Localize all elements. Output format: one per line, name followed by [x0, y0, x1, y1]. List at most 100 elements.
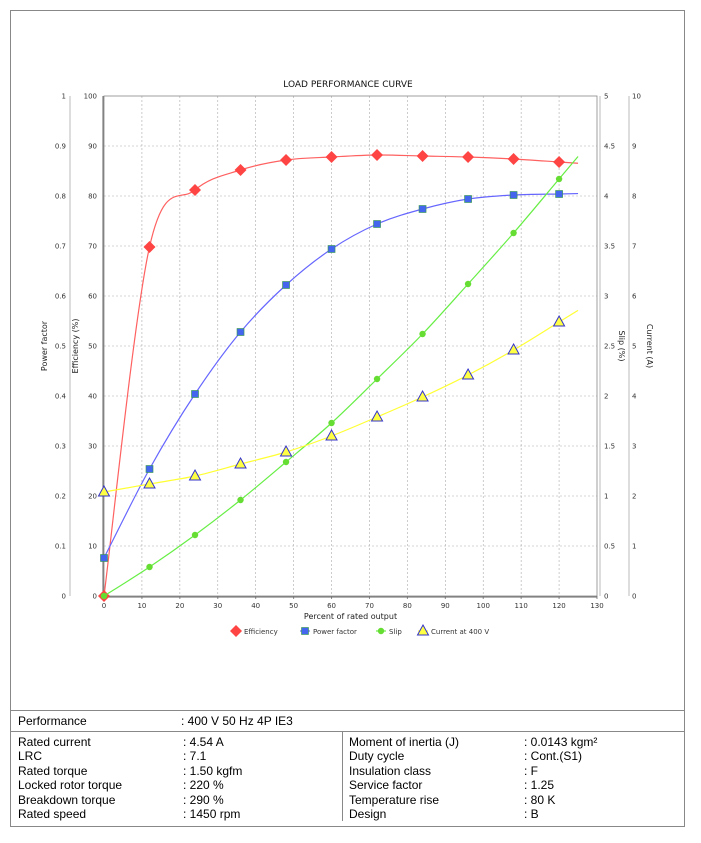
slip-tick-label: 0.5	[604, 543, 615, 551]
current-tick-label: 7	[632, 243, 636, 251]
spec-row: LRC: 7.1	[10, 749, 342, 763]
power-factor-point	[191, 390, 199, 398]
spec-row: Design: B	[349, 807, 681, 821]
spec-label: Breakdown torque	[18, 792, 116, 807]
spec-label: Rated torque	[18, 763, 88, 778]
efficiency-point	[462, 151, 475, 163]
current-tick-label: 5	[632, 343, 636, 351]
slip-point	[191, 531, 199, 539]
spec-label: Duty cycle	[349, 749, 405, 764]
spec-value: : 290 %	[183, 792, 224, 807]
efficiency-point	[553, 156, 566, 168]
efficiency-curve	[103, 154, 579, 597]
chart-title: LOAD PERFORMANCE CURVE	[283, 80, 413, 90]
spec-value: : 220 %	[183, 778, 224, 793]
performance-label: Performance	[18, 714, 87, 728]
x-tick-label: 10	[137, 602, 146, 610]
spec-row: Locked rotor torque : 220 %	[10, 778, 342, 792]
spec-row: Rated torque: 1.50 kgfm	[10, 764, 342, 778]
spec-label: Design	[349, 806, 387, 821]
spec-value: : Cont.(S1)	[524, 749, 583, 764]
power_factor-tick-label: 0.8	[55, 193, 66, 201]
spec-value: : 7.1	[183, 749, 207, 764]
efficiency-tick-label: 20	[88, 493, 97, 501]
spec-row: Service factor: 1.25	[349, 778, 681, 792]
spec-label: Locked rotor torque	[18, 778, 123, 793]
power_factor-tick-label: 0.4	[55, 393, 67, 401]
x-tick-label: 110	[514, 602, 527, 610]
power-factor-point	[100, 554, 108, 562]
x-axis-label: Percent of rated output	[304, 612, 397, 621]
power-factor-point	[555, 190, 563, 198]
spec-row: Insulation class : F	[349, 764, 681, 778]
efficiency-point	[325, 151, 338, 163]
efficiency-point	[189, 184, 202, 196]
slip-point	[100, 592, 108, 600]
slip-tick-label: 0	[604, 593, 608, 601]
power_factor-tick-label: 0.6	[55, 293, 67, 301]
slip-tick-label: 4.5	[604, 143, 615, 151]
legend-marker	[230, 625, 242, 637]
x-tick-label: 30	[213, 602, 222, 610]
x-tick-label: 20	[175, 602, 184, 610]
slip-axis-title: Slip (%)	[617, 331, 626, 362]
spec-row: Duty cycle : Cont.(S1)	[349, 749, 681, 763]
x-tick-label: 100	[477, 602, 490, 610]
spec-value: : 80 K	[524, 792, 556, 807]
power_factor-tick-label: 0.9	[55, 143, 66, 151]
power-factor-point	[464, 195, 472, 203]
x-tick-label: 130	[590, 602, 603, 610]
spec-label: Service factor	[349, 778, 423, 793]
power_factor-tick-label: 1	[62, 93, 66, 101]
slip-point	[555, 175, 563, 183]
slip-tick-label: 5	[604, 93, 608, 101]
legend-marker	[377, 627, 385, 635]
slip-point	[510, 229, 517, 237]
performance-value: : 400 V 50 Hz 4P IE3	[181, 714, 293, 728]
current-at-400-v-point	[188, 468, 202, 481]
power_factor-tick-label: 0.3	[55, 443, 66, 451]
efficiency-tick-label: 90	[88, 143, 97, 151]
power-factor-point	[282, 281, 290, 289]
spec-value: : 1450 rpm	[183, 806, 241, 821]
spec-row: Temperature rise: 80 K	[349, 793, 681, 807]
slip-tick-label: 2	[604, 393, 608, 401]
spec-row: Moment of inertia (J): 0.0143 kgm²	[349, 735, 681, 749]
efficiency-tick-label: 10	[88, 543, 97, 551]
slip-point	[237, 496, 244, 504]
performance-row: Performance : 400 V 50 Hz 4P IE3	[10, 711, 685, 732]
legend-label: Efficiency	[244, 628, 278, 636]
efficiency-tick-label: 30	[88, 443, 97, 451]
power-factor-point	[236, 328, 245, 336]
legend-label: Slip	[389, 628, 402, 636]
slip-point	[419, 330, 426, 338]
current-tick-label: 10	[632, 93, 641, 101]
slip-tick-label: 3	[604, 293, 608, 301]
power_factor-tick-label: 0.2	[55, 493, 66, 501]
current-tick-label: 8	[632, 193, 636, 201]
slip-point	[464, 280, 472, 288]
spec-label: Moment of inertia (J)	[349, 735, 460, 749]
x-tick-label: 60	[327, 602, 336, 610]
power_factor-tick-label: 0.5	[55, 343, 66, 351]
spec-row: Breakdown torque : 290 %	[10, 793, 342, 807]
spec-label: Rated current	[18, 735, 91, 749]
current-at-400-v-point	[325, 428, 338, 441]
slip-tick-label: 1	[604, 493, 608, 501]
power-factor-point	[418, 205, 427, 213]
current-at-400-v-point	[143, 476, 156, 489]
legend-label: Current at 400 V	[431, 628, 489, 636]
slip-tick-label: 1.5	[604, 443, 615, 451]
efficiency-point	[371, 149, 384, 161]
power-factor-point	[509, 191, 518, 199]
efficiency-point	[234, 164, 247, 176]
current-at-400-v-curve	[103, 309, 579, 493]
spec-value: : F	[524, 763, 538, 778]
x-tick-label: 80	[403, 602, 412, 610]
slip-point	[146, 563, 153, 571]
efficiency-tick-label: 40	[88, 393, 97, 401]
spec-label: Insulation class	[349, 763, 432, 778]
efficiency-tick-label: 50	[88, 343, 97, 351]
